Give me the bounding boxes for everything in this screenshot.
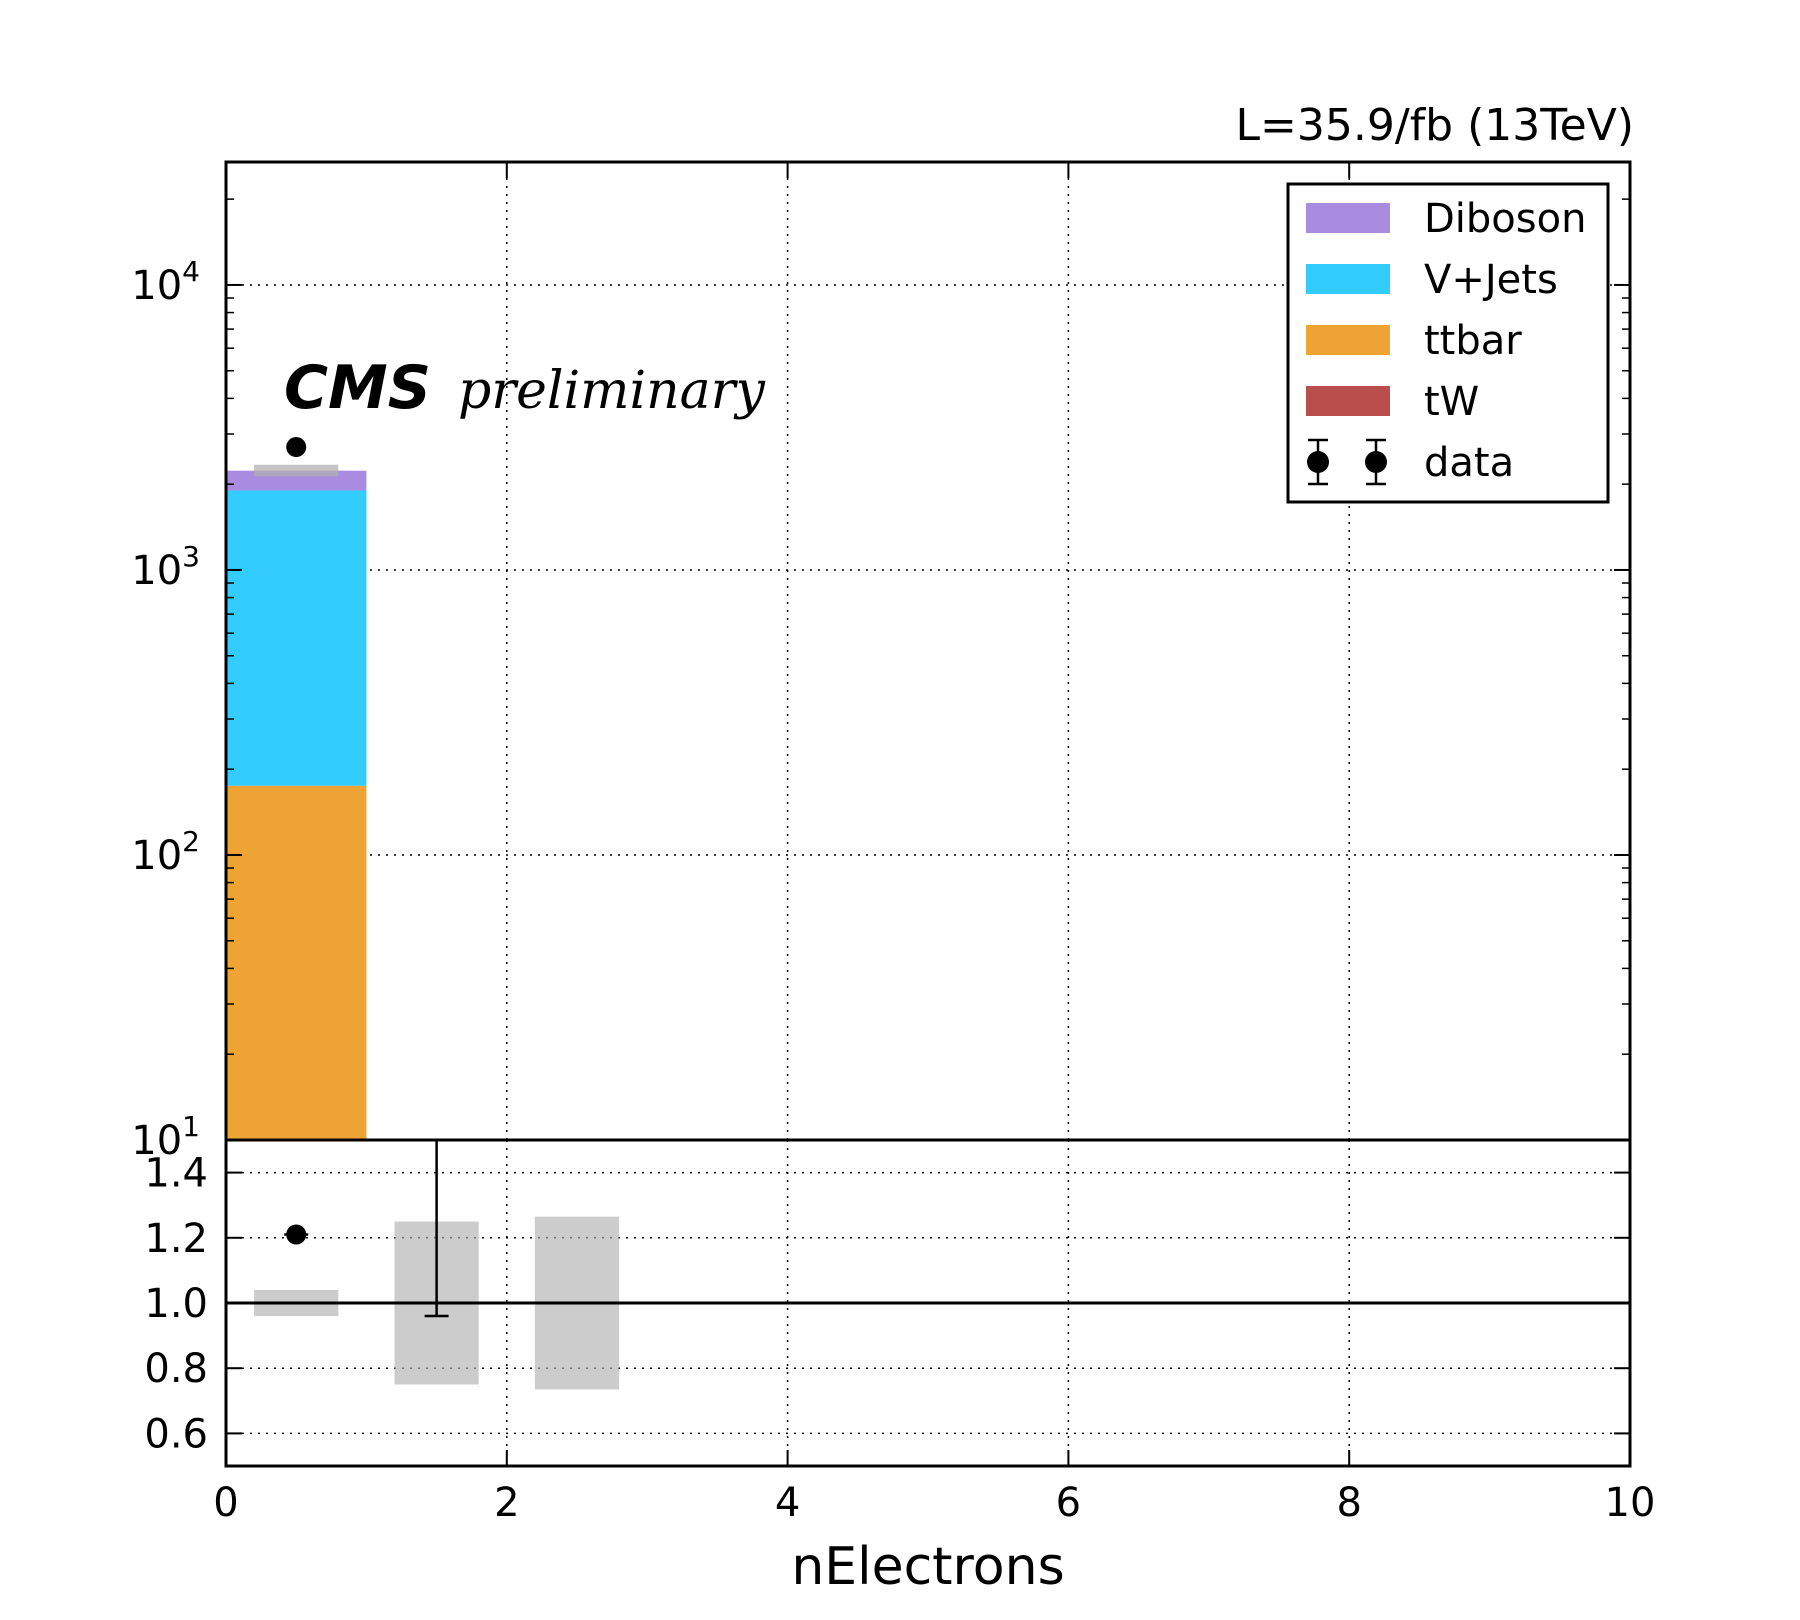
mc-uncertainty-box [254, 464, 339, 477]
lumi-label: L=35.9/fb (13TeV) [1236, 100, 1634, 151]
legend-swatch-ttbar [1306, 325, 1390, 355]
x-tick-label: 6 [1056, 1480, 1081, 1526]
x-tick-label: 10 [1605, 1480, 1656, 1526]
legend-label: tW [1424, 379, 1479, 425]
legend-entries: Diboson V+Jets ttbar tW data [1306, 196, 1586, 486]
ratio-plot-frame [224, 1138, 1632, 1468]
cms-label: CMS [284, 353, 431, 423]
y-tick-label: 102 [131, 825, 200, 879]
stacked-histogram [226, 470, 367, 1140]
preliminary-label: preliminary [458, 361, 765, 421]
ratio-y-ticks: 0.6 0.8 1.0 1.2 1.4 [144, 1151, 1630, 1457]
mc-uncertainty-band [254, 464, 339, 477]
legend-label: Diboson [1424, 196, 1586, 242]
ratio-y-tick-label: 0.8 [144, 1346, 208, 1392]
legend-label: V+Jets [1424, 257, 1558, 303]
x-axis-label: nElectrons [791, 1537, 1064, 1597]
ratio-y-tick-label: 1.4 [144, 1151, 208, 1197]
data-point [286, 437, 307, 458]
x-tick-label: 2 [494, 1480, 519, 1526]
x-ticks: 0 2 4 6 8 10 [213, 162, 1655, 1526]
y-tick-label: 101 [131, 1110, 200, 1164]
main-y-ticks: 101 102 103 104 [131, 198, 1630, 1164]
x-tick-label: 0 [213, 1480, 238, 1526]
y-tick-label: 103 [131, 540, 200, 594]
ratio-y-tick-label: 1.2 [144, 1216, 208, 1262]
bar-v-jets [226, 490, 367, 786]
legend-data-marker [1365, 451, 1387, 473]
legend-swatch-diboson [1306, 203, 1390, 233]
ratio-points [284, 1224, 309, 1245]
y-tick-label: 104 [131, 255, 200, 309]
legend-label: ttbar [1424, 318, 1522, 364]
legend-swatch-v-jets [1306, 264, 1390, 294]
bar-ttbar [226, 785, 367, 1140]
ratio-error-bars [424, 1140, 449, 1318]
legend-label: data [1424, 440, 1514, 486]
x-tick-label: 4 [775, 1480, 800, 1526]
legend: Diboson V+Jets ttbar tW data [1286, 182, 1610, 504]
ratio-y-tick-label: 0.6 [144, 1411, 208, 1457]
x-tick-label: 8 [1336, 1480, 1361, 1526]
legend-swatch-tw [1306, 386, 1390, 416]
ratio-y-tick-label: 1.0 [144, 1281, 208, 1327]
ratio-point [286, 1224, 307, 1245]
ratio-panel: 0.6 0.8 1.0 1.2 1.4 0 2 4 6 8 10 [144, 162, 1655, 1526]
data-points [286, 437, 307, 458]
legend-data-marker [1307, 451, 1329, 473]
